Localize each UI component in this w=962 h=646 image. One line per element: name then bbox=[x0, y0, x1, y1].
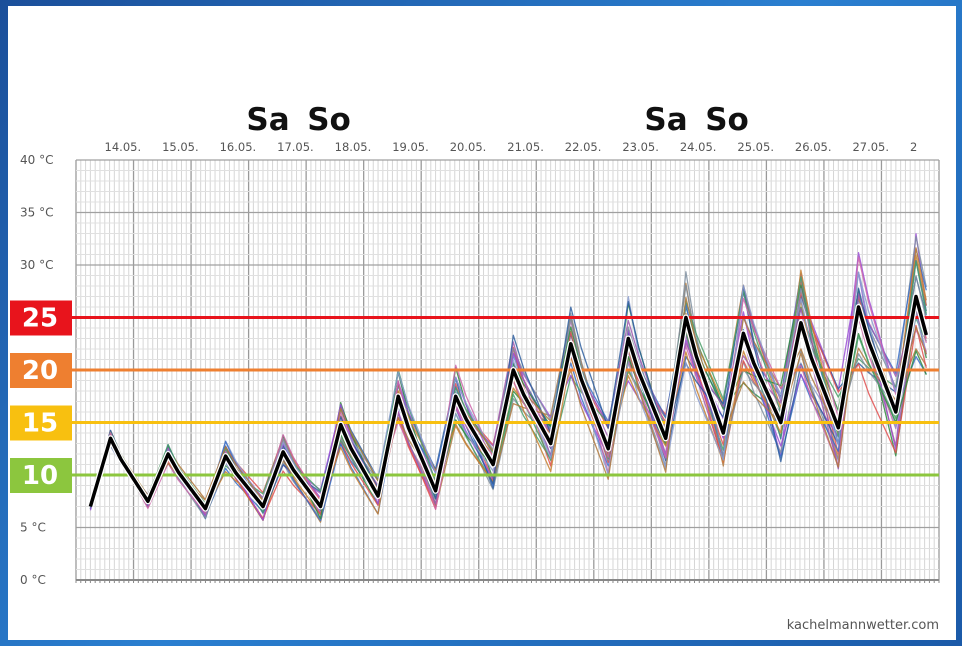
weekend-label-so: So bbox=[307, 102, 351, 138]
x-tick-label: 21.05. bbox=[507, 140, 544, 154]
threshold-badge bbox=[10, 300, 72, 336]
x-tick-label: 17.05. bbox=[277, 140, 314, 154]
x-axis-ticks: 14.05. 15.05. 16.05. 17.05. 18.05. 19.05. 20.0… bbox=[105, 140, 918, 154]
y-tick-label: 35 °C bbox=[20, 206, 53, 220]
x-tick-label: 24.05. bbox=[680, 140, 717, 154]
x-tick-label: 18.05. bbox=[335, 140, 372, 154]
x-tick-label: 19.05. bbox=[392, 140, 429, 154]
mean-line bbox=[88, 294, 928, 511]
source-label[interactable]: kachelmannwetter.com bbox=[787, 618, 939, 633]
threshold-badge-label: 25 bbox=[22, 304, 58, 334]
x-tick-label: 27.05. bbox=[852, 140, 889, 154]
weekend-labels: Sa So Sa So bbox=[246, 102, 748, 138]
threshold-badges: 25 20 15 10 bbox=[10, 300, 72, 493]
x-tick-label: 22.05. bbox=[565, 140, 602, 154]
threshold-badge-label: 20 bbox=[22, 356, 58, 386]
threshold-badge-label: 15 bbox=[22, 409, 58, 439]
x-tick-label: 26.05. bbox=[795, 140, 832, 154]
mean-line bbox=[87, 293, 930, 512]
y-tick-label: 30 °C bbox=[20, 258, 53, 272]
weekend-label-sa: Sa bbox=[644, 102, 687, 138]
threshold-badge bbox=[10, 353, 72, 388]
x-tick-label: 23.05. bbox=[622, 140, 659, 154]
weekend-label-sa: Sa bbox=[246, 102, 289, 138]
y-tick-label: 40 °C bbox=[20, 153, 53, 167]
threshold-badge bbox=[10, 405, 72, 441]
x-tick-label: 16.05. bbox=[220, 140, 257, 154]
x-tick-label: 20.05. bbox=[450, 140, 487, 154]
y-tick-label: 0 °C bbox=[20, 573, 46, 587]
weekend-label-so: So bbox=[705, 102, 749, 138]
x-tick-label: 15.05. bbox=[162, 140, 199, 154]
x-tick-label: 25.05. bbox=[737, 140, 774, 154]
y-tick-label: 5 °C bbox=[20, 521, 46, 535]
threshold-badge-label: 10 bbox=[22, 461, 58, 491]
x-tick-label: 2 bbox=[910, 140, 917, 154]
threshold-badge bbox=[10, 458, 72, 493]
x-tick-label: 14.05. bbox=[105, 140, 142, 154]
